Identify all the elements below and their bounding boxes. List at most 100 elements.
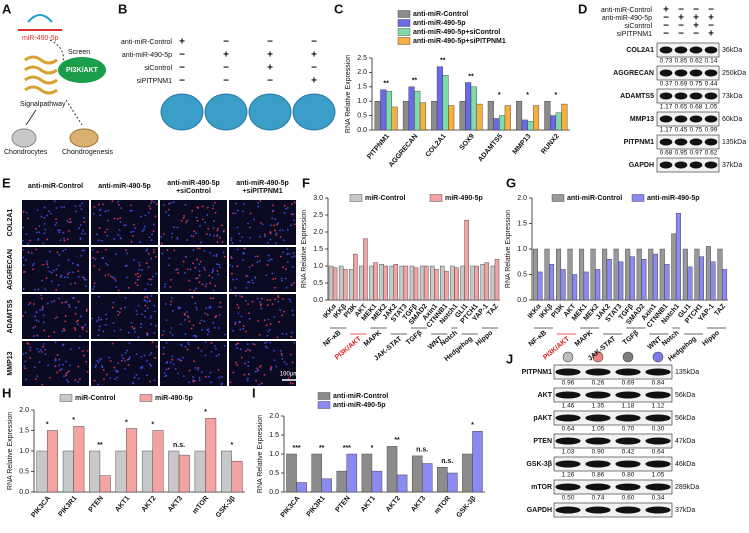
legend-swatch [397,28,411,36]
nucleus-dot [126,358,129,361]
nucleus-dot [199,224,201,227]
blot-frame [553,502,673,518]
nucleus-dot [293,219,295,222]
nucleus-dot [151,275,154,278]
nucleus-dot [36,375,39,378]
condition-label: anti-miR-490-5p [602,15,652,22]
nucleus-dot [138,268,141,271]
nucleus-dot [193,379,196,382]
nucleus-dot [277,295,280,297]
blot-band [689,115,703,123]
nucleus-dot [172,363,175,366]
nucleus-dot [249,349,252,352]
nucleus-dot [209,306,212,309]
nucleus-dot [55,221,58,224]
nucleus-dot [120,307,122,310]
nucleus-dot [193,334,195,337]
bar [460,265,465,301]
pathway-label: PI3K/AKT [66,67,99,74]
nucleus-dot [177,372,180,375]
nucleus-dot [193,289,196,292]
nucleus-dot [186,311,188,313]
nucleus-dot [64,315,67,317]
nucleus-dot [62,327,65,330]
nucleus-dot [151,341,154,344]
x-tick-label: AKT2 [385,495,402,514]
blot-band [674,115,688,123]
nucleus-dot [40,294,43,297]
nucleus-dot [113,238,116,240]
nucleus-dot [153,379,156,382]
nucleus-dot [278,321,280,323]
nucleus-dot [170,297,173,299]
nucleus-dot [150,283,153,286]
nucleus-dot [72,262,74,265]
x-tick-label: PTEN [88,495,105,514]
nucleus-dot [196,258,199,261]
nucleus-dot [267,254,270,257]
band-value: 1.18 [622,403,635,410]
y-tick-label: 0.0 [19,489,29,496]
nucleus-dot [273,316,276,318]
nucleus-dot [291,309,294,312]
nucleus-dot [168,202,170,205]
bar [389,265,394,301]
bar [590,248,596,301]
nucleus-dot [267,330,270,333]
nucleus-dot [188,279,191,282]
nucleus-dot [154,357,157,359]
protein-label: PITPNM1 [522,369,552,376]
nucleus-dot [180,344,183,347]
nucleus-dot [79,378,81,380]
nucleus-dot [284,277,287,280]
nucleus-dot [210,342,213,344]
nucleus-dot [186,219,189,222]
nucleus-dot [196,277,199,279]
x-tick-label: TAZ [486,302,500,317]
nucleus-dot [42,345,44,348]
fluorescence-image [91,341,158,386]
nucleus-dot [152,230,155,232]
nucleus-dot [266,263,269,266]
nucleus-dot [34,325,37,328]
y-tick-label: 2.0 [19,407,29,414]
condition-sign: + [708,29,714,40]
y-axis-label: RNA Relative Expression [301,210,308,288]
protein-label: AKT [538,392,553,399]
nucleus-dot [68,271,71,274]
blot-band [615,460,641,468]
nucleus-dot [172,309,174,312]
nucleus-dot [108,356,111,359]
panel-label: F [302,175,310,190]
nucleus-dot [282,298,284,301]
nucleus-dot [133,376,136,379]
nucleus-dot [62,249,65,252]
nucleus-dot [81,202,83,205]
nucleus-dot [242,258,244,261]
scale-label: 100μm [280,372,298,378]
nucleus-dot [54,317,57,320]
nucleus-dot [204,312,206,315]
y-tick-label: 1.0 [357,98,367,105]
nucleus-dot [93,379,96,382]
nucleus-dot [42,321,45,324]
bar [459,100,466,131]
significance: ** [97,442,103,449]
protein-label: GAPDH [629,162,654,169]
nucleus-dot [75,320,78,323]
size-label: 47kDa [675,438,695,445]
blot-band [645,391,671,399]
nucleus-dot [207,328,210,331]
nucleus-dot [277,296,280,299]
nucleus-dot [106,228,109,231]
nucleus-dot [208,306,211,309]
significance: * [498,92,501,99]
nucleus-dot [135,353,138,356]
nucleus-dot [195,306,198,309]
nucleus-dot [79,237,82,239]
nucleus-dot [209,282,212,285]
nucleus-dot [191,296,194,299]
nucleus-dot [134,273,137,276]
nucleus-dot [246,379,249,382]
